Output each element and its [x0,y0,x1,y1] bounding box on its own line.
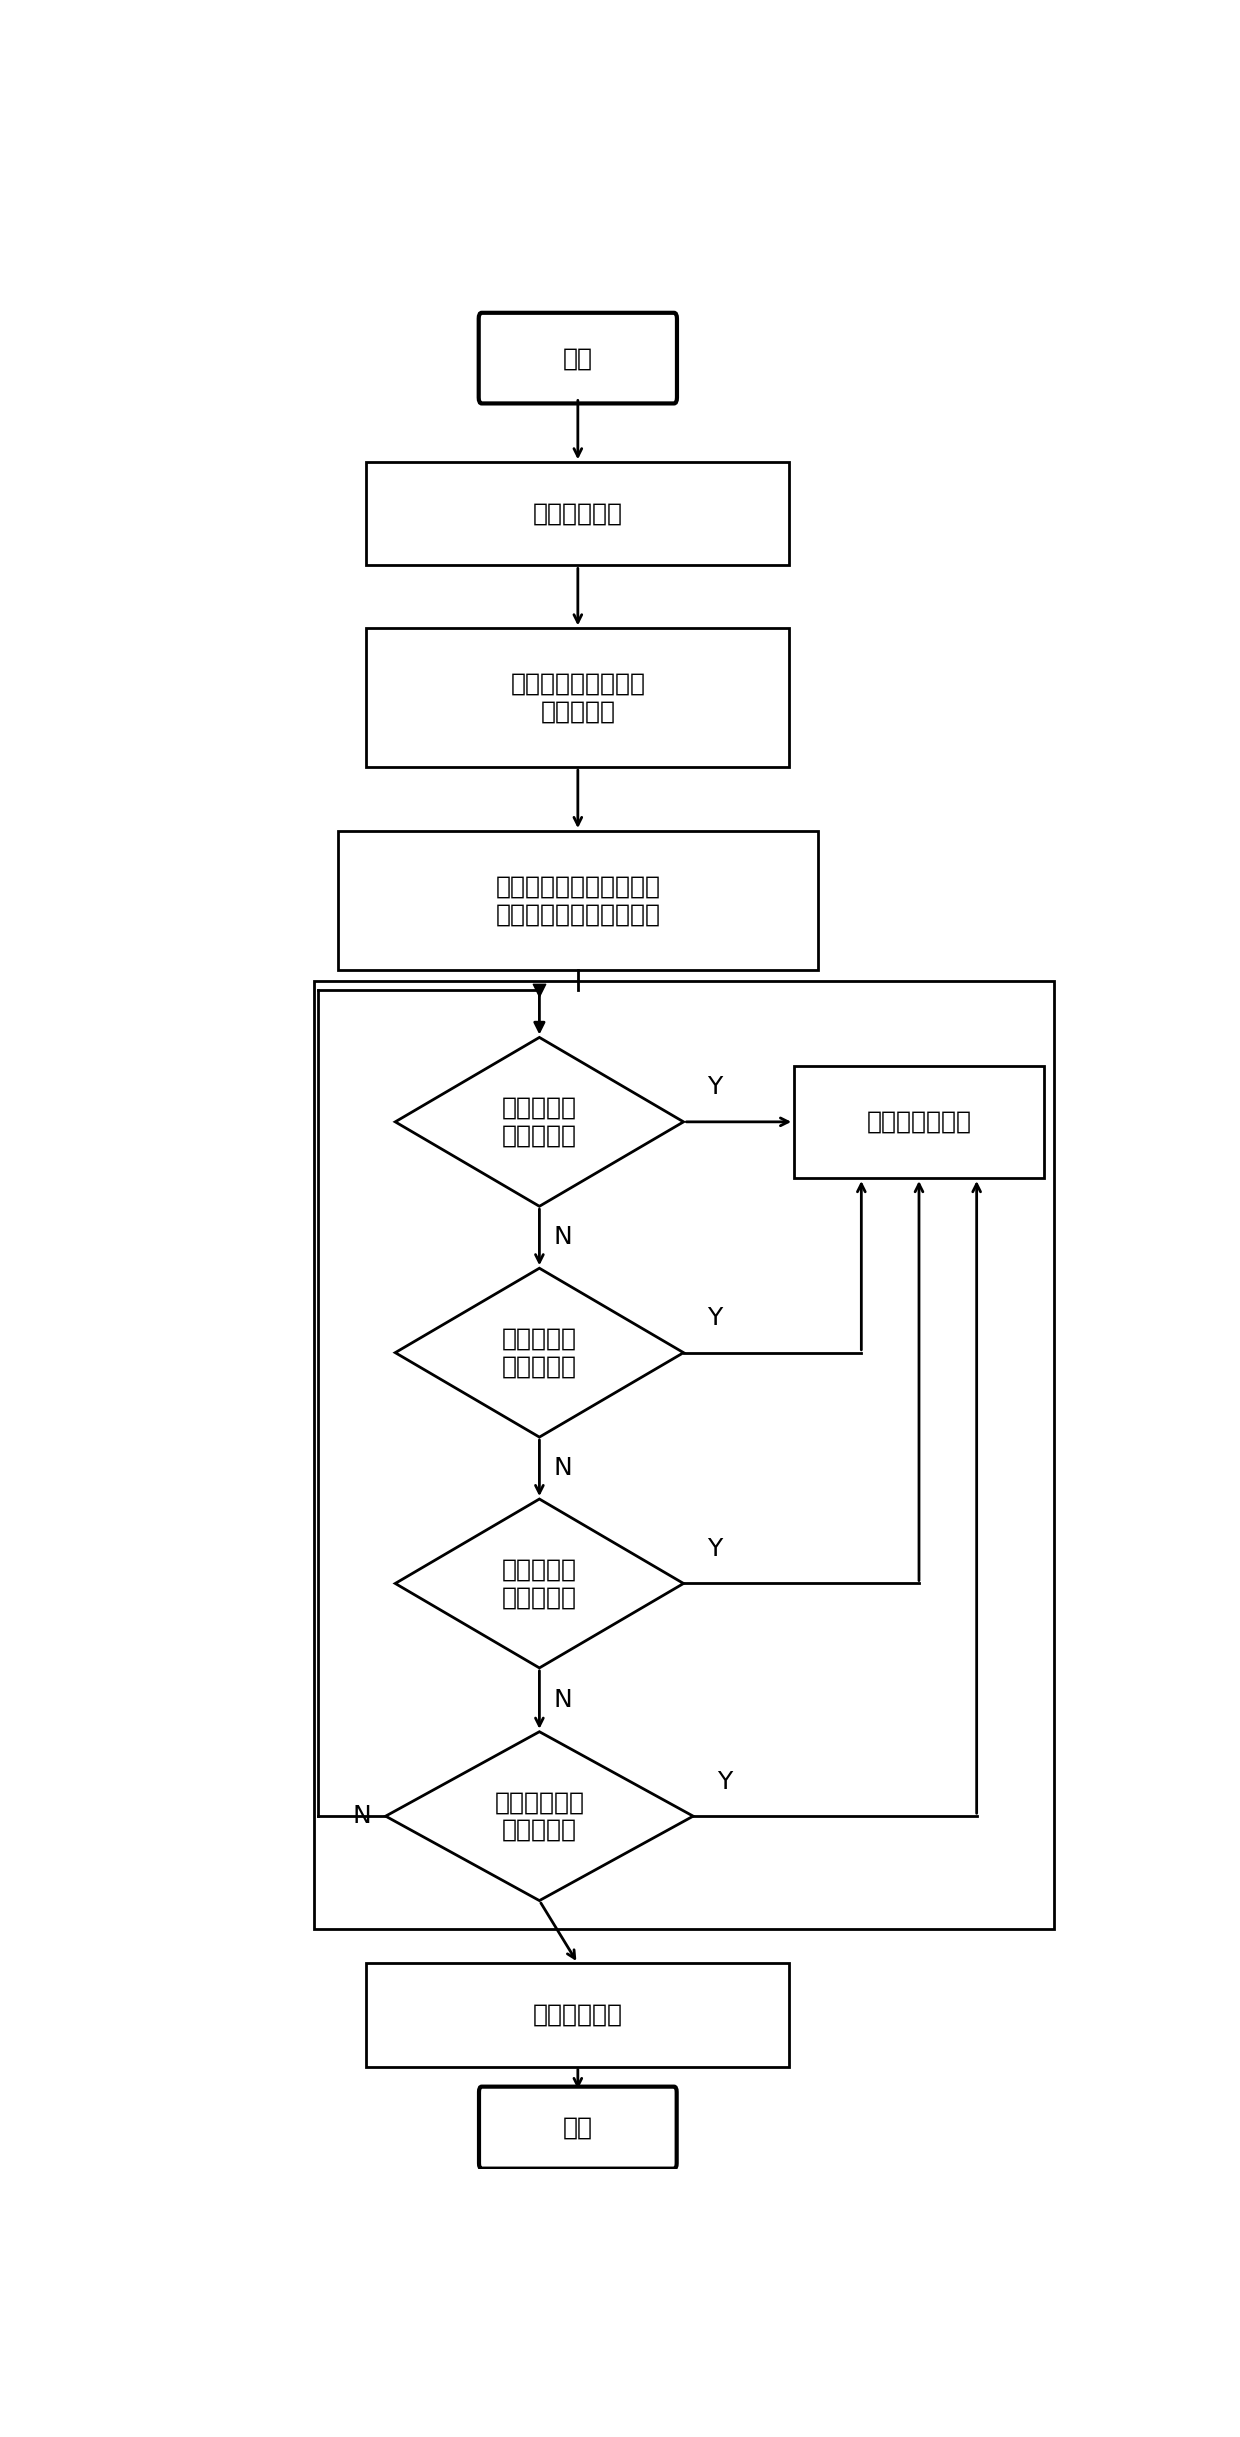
Point [529,970,549,1009]
Text: N: N [352,1803,371,1828]
Text: Y: Y [708,1075,723,1099]
Text: 结束: 结束 [563,2115,593,2140]
Text: 发射器开关切换: 发射器开关切换 [867,1109,971,1133]
Text: 速度值是否
超过设定值: 速度值是否 超过设定值 [502,1557,577,1608]
Text: 加速度值是否
超过设定值: 加速度值是否 超过设定值 [495,1791,584,1842]
Text: 位移值是否
超过设定值: 位移值是否 超过设定值 [502,1326,577,1379]
Text: 鼠标接通电源: 鼠标接通电源 [533,502,622,526]
Text: 采集鼠标移动或转动数据
中央处理器接收采集数据: 采集鼠标移动或转动数据 中央处理器接收采集数据 [495,875,661,926]
Text: N: N [554,1226,573,1250]
Text: Y: Y [717,1769,733,1794]
Text: Y: Y [708,1306,723,1331]
Text: N: N [554,1455,573,1479]
Text: 记录鼠标第一次单击
或双击位置: 记录鼠标第一次单击 或双击位置 [511,673,645,724]
Text: N: N [554,1689,573,1711]
Text: Y: Y [708,1538,723,1562]
Text: 开始: 开始 [563,346,593,370]
Text: 转动角是否
超过设定值: 转动角是否 超过设定值 [502,1097,577,1148]
Text: 鼠标关闭电源: 鼠标关闭电源 [533,2003,622,2028]
